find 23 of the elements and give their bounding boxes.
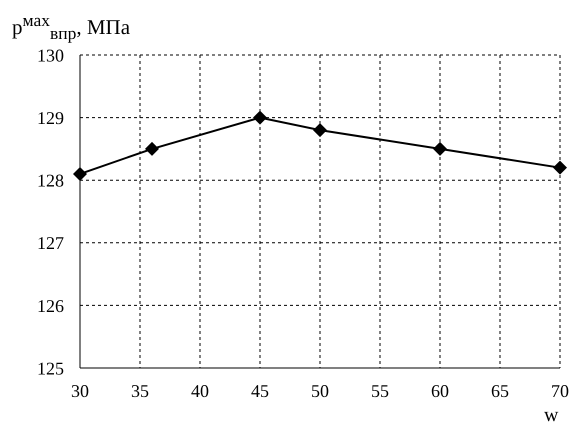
x-tick-label: 60 [431, 380, 449, 401]
y-tick-label: 126 [37, 296, 64, 316]
y-tick-label: 130 [37, 45, 64, 66]
x-tick-label: 50 [311, 380, 329, 401]
y-axis-title: p$^{мах}$$_{впр}$, МПа [12, 10, 130, 44]
point [433, 142, 447, 156]
y-tick-label: 127 [37, 233, 64, 254]
x-tick-label: 35 [131, 380, 149, 401]
point [553, 160, 567, 175]
y-tick-label: 129 [37, 108, 64, 128]
point [145, 142, 159, 156]
x-tick-label: 40 [191, 380, 209, 401]
point [313, 123, 327, 138]
x-tick-label: 30 [71, 380, 89, 401]
x-tick-label: 55 [371, 380, 389, 401]
x-tick-label: 70 [551, 380, 569, 401]
x-tick-label: 45 [251, 380, 269, 401]
y-tick-label: 125 [37, 358, 64, 378]
x-tick-label: 65 [491, 380, 509, 401]
y-tick-label: 128 [37, 170, 64, 191]
point [73, 166, 87, 181]
x-axis-title: w [544, 404, 558, 427]
point [253, 110, 267, 125]
